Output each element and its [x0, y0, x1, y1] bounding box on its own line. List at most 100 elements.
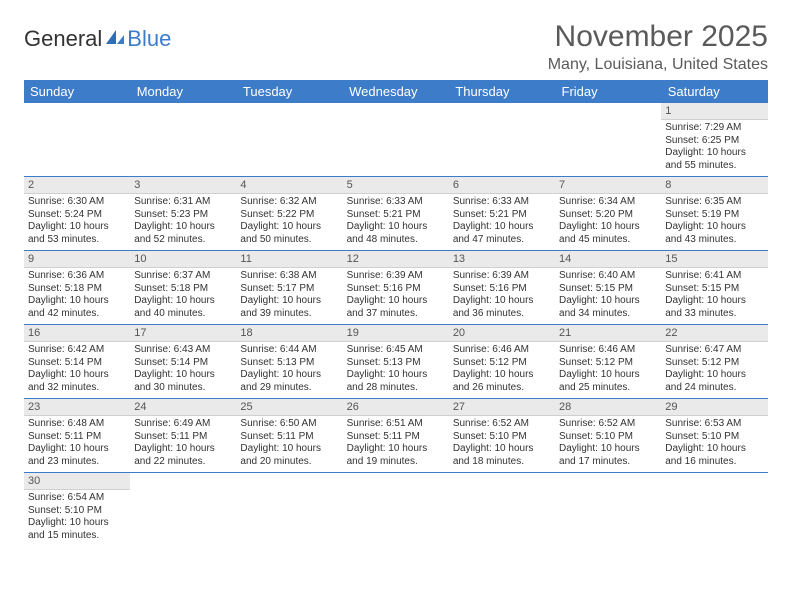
daylight-text: Daylight: 10 hours and 28 minutes.	[347, 369, 445, 394]
daylight-text: Daylight: 10 hours and 37 minutes.	[347, 295, 445, 320]
calendar-cell-empty	[449, 473, 555, 547]
day-details: Sunrise: 6:43 AMSunset: 5:14 PMDaylight:…	[130, 342, 236, 398]
daylight-text: Daylight: 10 hours and 16 minutes.	[665, 443, 763, 468]
weekday-header-row: SundayMondayTuesdayWednesdayThursdayFrid…	[24, 80, 768, 103]
calendar-cell: 30Sunrise: 6:54 AMSunset: 5:10 PMDayligh…	[24, 473, 130, 547]
calendar-cell-empty	[555, 473, 661, 547]
sunset-text: Sunset: 5:18 PM	[134, 283, 232, 296]
day-details: Sunrise: 6:52 AMSunset: 5:10 PMDaylight:…	[555, 416, 661, 472]
day-number: 12	[343, 251, 449, 268]
day-number: 24	[130, 399, 236, 416]
sunrise-text: Sunrise: 6:34 AM	[559, 196, 657, 209]
calendar-page: General Blue November 2025 Many, Louisia…	[0, 0, 792, 566]
day-number: 6	[449, 177, 555, 194]
sunrise-text: Sunrise: 6:53 AM	[665, 418, 763, 431]
calendar-cell-empty	[343, 103, 449, 177]
sunset-text: Sunset: 5:16 PM	[453, 283, 551, 296]
daylight-text: Daylight: 10 hours and 23 minutes.	[28, 443, 126, 468]
calendar-cell: 17Sunrise: 6:43 AMSunset: 5:14 PMDayligh…	[130, 325, 236, 399]
sunrise-text: Sunrise: 6:54 AM	[28, 492, 126, 505]
daylight-text: Daylight: 10 hours and 36 minutes.	[453, 295, 551, 320]
day-details: Sunrise: 6:39 AMSunset: 5:16 PMDaylight:…	[343, 268, 449, 324]
day-details: Sunrise: 6:50 AMSunset: 5:11 PMDaylight:…	[236, 416, 342, 472]
sunrise-text: Sunrise: 6:47 AM	[665, 344, 763, 357]
sunrise-text: Sunrise: 6:46 AM	[453, 344, 551, 357]
day-details: Sunrise: 6:54 AMSunset: 5:10 PMDaylight:…	[24, 490, 130, 546]
daylight-text: Daylight: 10 hours and 34 minutes.	[559, 295, 657, 320]
daylight-text: Daylight: 10 hours and 20 minutes.	[240, 443, 338, 468]
daylight-text: Daylight: 10 hours and 22 minutes.	[134, 443, 232, 468]
day-number: 2	[24, 177, 130, 194]
calendar-cell: 16Sunrise: 6:42 AMSunset: 5:14 PMDayligh…	[24, 325, 130, 399]
weekday-header: Wednesday	[343, 80, 449, 103]
sunrise-text: Sunrise: 6:33 AM	[347, 196, 445, 209]
calendar-cell: 18Sunrise: 6:44 AMSunset: 5:13 PMDayligh…	[236, 325, 342, 399]
day-number: 7	[555, 177, 661, 194]
weekday-header: Thursday	[449, 80, 555, 103]
daylight-text: Daylight: 10 hours and 39 minutes.	[240, 295, 338, 320]
day-number: 5	[343, 177, 449, 194]
sunset-text: Sunset: 5:16 PM	[347, 283, 445, 296]
calendar-cell: 9Sunrise: 6:36 AMSunset: 5:18 PMDaylight…	[24, 251, 130, 325]
calendar-cell-empty	[236, 103, 342, 177]
calendar-cell: 12Sunrise: 6:39 AMSunset: 5:16 PMDayligh…	[343, 251, 449, 325]
calendar-cell: 2Sunrise: 6:30 AMSunset: 5:24 PMDaylight…	[24, 177, 130, 251]
sunset-text: Sunset: 5:21 PM	[347, 209, 445, 222]
sunrise-text: Sunrise: 6:35 AM	[665, 196, 763, 209]
day-number: 15	[661, 251, 767, 268]
day-details: Sunrise: 6:49 AMSunset: 5:11 PMDaylight:…	[130, 416, 236, 472]
sunset-text: Sunset: 5:12 PM	[453, 357, 551, 370]
day-number: 25	[236, 399, 342, 416]
calendar-row: 2Sunrise: 6:30 AMSunset: 5:24 PMDaylight…	[24, 177, 768, 251]
calendar-table: SundayMondayTuesdayWednesdayThursdayFrid…	[24, 80, 768, 546]
day-details: Sunrise: 6:37 AMSunset: 5:18 PMDaylight:…	[130, 268, 236, 324]
sunrise-text: Sunrise: 6:52 AM	[559, 418, 657, 431]
calendar-cell: 10Sunrise: 6:37 AMSunset: 5:18 PMDayligh…	[130, 251, 236, 325]
sunrise-text: Sunrise: 6:43 AM	[134, 344, 232, 357]
calendar-row: 1Sunrise: 7:29 AMSunset: 6:25 PMDaylight…	[24, 103, 768, 177]
day-number: 26	[343, 399, 449, 416]
weekday-header: Saturday	[661, 80, 767, 103]
sunrise-text: Sunrise: 6:49 AM	[134, 418, 232, 431]
day-details: Sunrise: 6:35 AMSunset: 5:19 PMDaylight:…	[661, 194, 767, 250]
weekday-header: Tuesday	[236, 80, 342, 103]
day-details: Sunrise: 7:29 AMSunset: 6:25 PMDaylight:…	[661, 120, 767, 176]
day-details: Sunrise: 6:36 AMSunset: 5:18 PMDaylight:…	[24, 268, 130, 324]
sunrise-text: Sunrise: 7:29 AM	[665, 122, 763, 135]
sunset-text: Sunset: 5:18 PM	[28, 283, 126, 296]
calendar-cell: 24Sunrise: 6:49 AMSunset: 5:11 PMDayligh…	[130, 399, 236, 473]
daylight-text: Daylight: 10 hours and 24 minutes.	[665, 369, 763, 394]
daylight-text: Daylight: 10 hours and 32 minutes.	[28, 369, 126, 394]
daylight-text: Daylight: 10 hours and 42 minutes.	[28, 295, 126, 320]
day-details: Sunrise: 6:33 AMSunset: 5:21 PMDaylight:…	[343, 194, 449, 250]
sunset-text: Sunset: 5:15 PM	[559, 283, 657, 296]
sunset-text: Sunset: 5:10 PM	[28, 505, 126, 518]
sunrise-text: Sunrise: 6:51 AM	[347, 418, 445, 431]
sunrise-text: Sunrise: 6:44 AM	[240, 344, 338, 357]
daylight-text: Daylight: 10 hours and 17 minutes.	[559, 443, 657, 468]
day-details: Sunrise: 6:47 AMSunset: 5:12 PMDaylight:…	[661, 342, 767, 398]
calendar-cell: 23Sunrise: 6:48 AMSunset: 5:11 PMDayligh…	[24, 399, 130, 473]
day-details: Sunrise: 6:39 AMSunset: 5:16 PMDaylight:…	[449, 268, 555, 324]
sunset-text: Sunset: 5:24 PM	[28, 209, 126, 222]
sunrise-text: Sunrise: 6:40 AM	[559, 270, 657, 283]
calendar-cell-empty	[449, 103, 555, 177]
daylight-text: Daylight: 10 hours and 52 minutes.	[134, 221, 232, 246]
sunset-text: Sunset: 5:13 PM	[240, 357, 338, 370]
day-details: Sunrise: 6:44 AMSunset: 5:13 PMDaylight:…	[236, 342, 342, 398]
calendar-cell-empty	[343, 473, 449, 547]
calendar-cell: 22Sunrise: 6:47 AMSunset: 5:12 PMDayligh…	[661, 325, 767, 399]
page-header: General Blue November 2025 Many, Louisia…	[24, 20, 768, 74]
calendar-cell-empty	[236, 473, 342, 547]
sunrise-text: Sunrise: 6:36 AM	[28, 270, 126, 283]
sunrise-text: Sunrise: 6:33 AM	[453, 196, 551, 209]
calendar-cell: 4Sunrise: 6:32 AMSunset: 5:22 PMDaylight…	[236, 177, 342, 251]
sunrise-text: Sunrise: 6:45 AM	[347, 344, 445, 357]
day-details: Sunrise: 6:33 AMSunset: 5:21 PMDaylight:…	[449, 194, 555, 250]
calendar-cell: 25Sunrise: 6:50 AMSunset: 5:11 PMDayligh…	[236, 399, 342, 473]
daylight-text: Daylight: 10 hours and 47 minutes.	[453, 221, 551, 246]
sunrise-text: Sunrise: 6:48 AM	[28, 418, 126, 431]
weekday-header: Monday	[130, 80, 236, 103]
sunset-text: Sunset: 5:11 PM	[28, 431, 126, 444]
sunset-text: Sunset: 5:11 PM	[240, 431, 338, 444]
